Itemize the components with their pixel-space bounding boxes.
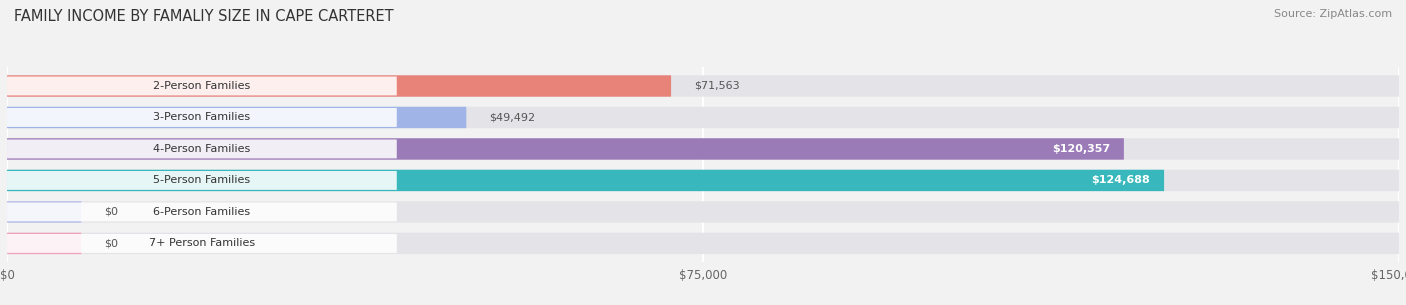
Text: $71,563: $71,563 (695, 81, 740, 91)
FancyBboxPatch shape (7, 77, 396, 95)
FancyBboxPatch shape (7, 170, 1399, 191)
FancyBboxPatch shape (7, 201, 1399, 223)
Text: $124,688: $124,688 (1091, 175, 1150, 185)
FancyBboxPatch shape (7, 107, 1399, 128)
Text: 6-Person Families: 6-Person Families (153, 207, 250, 217)
FancyBboxPatch shape (7, 203, 396, 221)
FancyBboxPatch shape (7, 138, 1123, 160)
Text: $49,492: $49,492 (489, 113, 536, 123)
Text: 4-Person Families: 4-Person Families (153, 144, 250, 154)
FancyBboxPatch shape (7, 108, 396, 127)
Text: $120,357: $120,357 (1052, 144, 1109, 154)
FancyBboxPatch shape (7, 233, 82, 254)
FancyBboxPatch shape (7, 75, 671, 97)
FancyBboxPatch shape (7, 170, 1164, 191)
Text: 5-Person Families: 5-Person Families (153, 175, 250, 185)
Text: $0: $0 (104, 239, 118, 248)
FancyBboxPatch shape (7, 139, 396, 158)
Text: Source: ZipAtlas.com: Source: ZipAtlas.com (1274, 9, 1392, 19)
FancyBboxPatch shape (7, 171, 396, 190)
Text: 3-Person Families: 3-Person Families (153, 113, 250, 123)
FancyBboxPatch shape (7, 201, 82, 223)
FancyBboxPatch shape (7, 138, 1399, 160)
Text: FAMILY INCOME BY FAMALIY SIZE IN CAPE CARTERET: FAMILY INCOME BY FAMALIY SIZE IN CAPE CA… (14, 9, 394, 24)
Text: 2-Person Families: 2-Person Families (153, 81, 250, 91)
FancyBboxPatch shape (7, 75, 1399, 97)
FancyBboxPatch shape (7, 233, 1399, 254)
FancyBboxPatch shape (7, 234, 396, 253)
FancyBboxPatch shape (7, 107, 467, 128)
Text: $0: $0 (104, 207, 118, 217)
Text: 7+ Person Families: 7+ Person Families (149, 239, 254, 248)
